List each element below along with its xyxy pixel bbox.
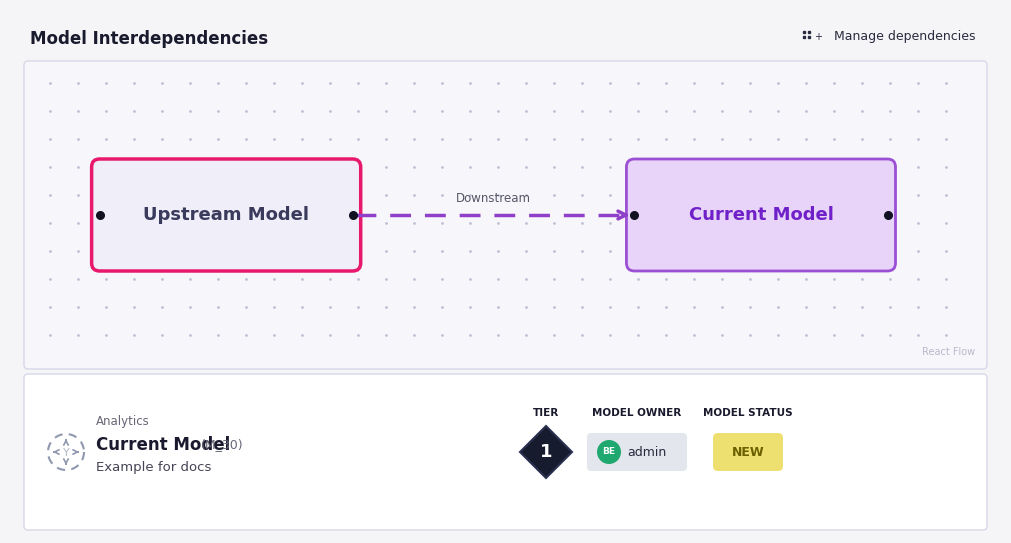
Text: Upstream Model: Upstream Model xyxy=(144,206,309,224)
Text: 1: 1 xyxy=(540,443,552,461)
Text: Downstream: Downstream xyxy=(456,192,531,205)
Text: Y: Y xyxy=(63,448,70,458)
Text: BE: BE xyxy=(603,447,616,457)
FancyBboxPatch shape xyxy=(713,433,783,471)
Circle shape xyxy=(598,440,621,464)
Text: Manage dependencies: Manage dependencies xyxy=(833,30,975,43)
Text: MODEL OWNER: MODEL OWNER xyxy=(592,408,681,418)
Polygon shape xyxy=(520,426,572,478)
Text: Example for docs: Example for docs xyxy=(96,462,211,475)
Text: MODEL STATUS: MODEL STATUS xyxy=(704,408,793,418)
FancyBboxPatch shape xyxy=(587,433,687,471)
Text: NEW: NEW xyxy=(732,445,764,458)
FancyBboxPatch shape xyxy=(627,159,896,271)
FancyBboxPatch shape xyxy=(24,374,987,530)
Text: TIER: TIER xyxy=(533,408,559,418)
Text: (M_30): (M_30) xyxy=(201,439,244,451)
Text: Model Interdependencies: Model Interdependencies xyxy=(30,30,268,48)
FancyBboxPatch shape xyxy=(24,61,987,369)
FancyBboxPatch shape xyxy=(92,159,361,271)
Text: admin: admin xyxy=(627,445,666,458)
Text: React Flow: React Flow xyxy=(922,347,975,357)
Text: Analytics: Analytics xyxy=(96,415,150,428)
Text: Current Model: Current Model xyxy=(96,436,231,454)
Text: Current Model: Current Model xyxy=(688,206,833,224)
Text: +: + xyxy=(814,32,822,42)
